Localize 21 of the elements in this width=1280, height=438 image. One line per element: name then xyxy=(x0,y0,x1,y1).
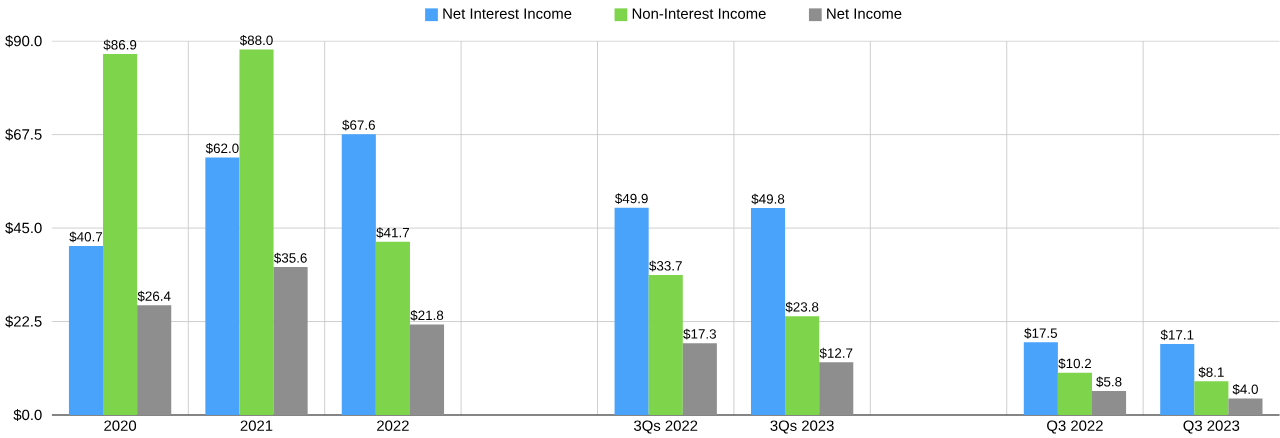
bar xyxy=(375,241,410,415)
bar xyxy=(205,157,240,415)
bar xyxy=(682,342,717,415)
bar xyxy=(103,53,138,415)
bar xyxy=(750,207,786,415)
bar xyxy=(614,207,649,415)
bar xyxy=(1023,342,1058,415)
bar xyxy=(1091,390,1127,415)
bar xyxy=(1228,398,1263,415)
bar xyxy=(648,274,683,415)
bar xyxy=(409,324,445,415)
bar xyxy=(68,245,104,415)
bar xyxy=(785,315,820,415)
bar xyxy=(239,49,274,415)
bar xyxy=(1160,343,1195,415)
bar xyxy=(137,305,172,415)
bar xyxy=(273,266,308,415)
bar xyxy=(1057,372,1092,415)
bar xyxy=(1194,381,1229,415)
bar xyxy=(341,133,376,415)
bar xyxy=(819,361,854,415)
